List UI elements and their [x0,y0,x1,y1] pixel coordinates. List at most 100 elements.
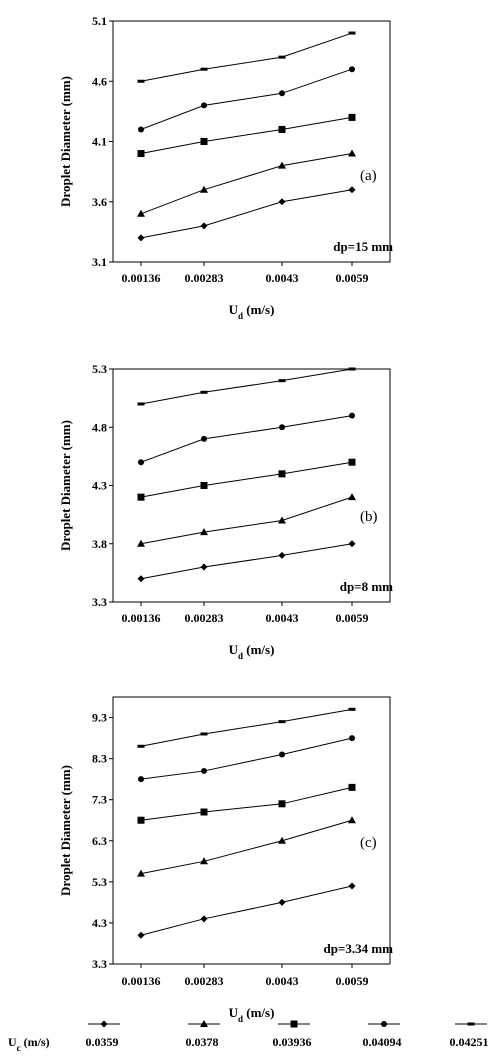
plot-frame [112,368,391,603]
data-point-triangle [278,161,286,169]
panel-label: (c) [360,835,377,851]
series-line-3 [140,786,353,821]
legend-entry-label: 0.03936 [273,1035,312,1049]
legend-marker-bar [467,1022,475,1026]
data-point-diamond [137,234,145,242]
y-tick-label: 5.3 [92,362,107,376]
data-point-triangle [348,816,356,824]
y-tick-label: 9.3 [92,711,107,725]
x-axis-title: Ud (m/s) [229,1005,275,1024]
data-point-triangle [200,528,208,536]
dp-annotation: dp=8 mm [340,579,393,594]
y-tick-label: 3.3 [92,957,107,971]
series-line-5 [140,708,353,747]
y-tick-label: 5.1 [92,14,107,28]
x-tick-label: 0.0043 [266,271,299,285]
data-point-bar [348,31,356,35]
x-tick-label: 0.00136 [122,271,161,285]
y-tick-label: 3.3 [92,595,107,609]
y-tick-label: 3.1 [92,255,107,269]
plot-frame [112,696,391,965]
data-point-bar [137,79,145,83]
legend-marker-square [290,1020,298,1028]
x-tick-label: 0.00283 [185,974,224,988]
y-tick-label: 4.1 [92,135,107,149]
dp-annotation: dp=15 mm [333,239,393,254]
series-line-4 [140,415,353,463]
x-tick-label: 0.00136 [122,611,161,625]
series-line-2 [140,496,353,545]
x-tick-label: 0.0043 [266,611,299,625]
legend-entry-label: 0.04094 [363,1035,402,1049]
data-point-diamond [137,931,145,939]
series-line-1 [140,543,353,580]
legend-entry-label: 0.04251 [450,1035,489,1049]
data-point-square [278,800,286,808]
y-tick-label: 4.3 [92,479,107,493]
data-point-circle [201,435,207,442]
data-point-square [278,470,286,478]
data-point-bar [137,744,145,748]
y-tick-label: 5.3 [92,875,107,889]
dp-annotation: dp=3.34 mm [323,941,393,956]
data-point-square [348,458,356,466]
data-point-diamond [278,551,286,559]
legend-marker-triangle [200,1020,208,1027]
data-point-square [137,816,145,824]
series-line-4 [140,737,353,780]
data-point-triangle [200,185,208,193]
series-line-5 [140,368,353,405]
data-point-circle [349,66,355,73]
data-point-diamond [348,540,356,548]
series-line-4 [140,68,353,130]
chart-panel-2: 3.3 3.8 4.3 4.8 5.3 0.00136 0.00283 0.0043 0.005… [58,362,393,661]
x-tick-label: 0.00136 [122,974,161,988]
data-point-diamond [200,915,208,923]
data-point-circle [201,767,207,774]
x-tick-label: 0.00283 [185,611,224,625]
x-tick-label: 0.0059 [336,974,369,988]
panel-label: (b) [360,509,378,525]
y-tick-label: 4.8 [92,420,107,434]
plot-frame [112,20,391,263]
series-line-3 [140,116,353,155]
data-point-square [200,808,208,816]
x-axis-title: Ud (m/s) [229,302,275,321]
chart-panel-1: 3.1 3.6 4.1 4.6 5.1 0.00136 0.00283 0.0043 0.005… [58,14,393,321]
y-axis-title: Droplet Diameter (mm) [58,765,73,896]
data-point-diamond [200,222,208,230]
data-point-bar [348,707,356,711]
y-axis-title: Droplet Diameter (mm) [58,420,73,551]
y-tick-label: 8.3 [92,752,107,766]
chart-panels: 3.1 3.6 4.1 4.6 5.1 0.00136 0.00283 0.0043 0.005… [58,14,393,1024]
series-line-3 [140,461,353,498]
y-tick-label: 3.8 [92,537,107,551]
x-tick-label: 0.0059 [336,271,369,285]
x-axis-title: Ud (m/s) [229,642,275,661]
panel-label: (a) [360,168,377,184]
data-point-diamond [348,186,356,194]
x-tick-label: 0.0059 [336,611,369,625]
data-point-triangle [348,493,356,501]
data-point-bar [278,55,286,59]
legend-title: Uc (m/s) [8,1035,50,1053]
series-line-5 [140,32,353,82]
legend: Uc (m/s) 0.0359 0.0378 0.03936 0.04094 0.0425… [8,1020,489,1053]
data-point-square [200,138,208,145]
series-line-2 [140,153,353,215]
data-point-circle [279,751,285,758]
data-point-circle [349,735,355,742]
data-point-square [137,493,145,501]
data-point-triangle [137,209,145,217]
series-line-1 [140,189,353,239]
series-line-1 [140,885,353,936]
data-point-triangle [137,869,145,877]
legend-marker-circle [381,1021,387,1027]
y-tick-label: 6.3 [92,834,107,848]
legend-entry-label: 0.0359 [86,1035,119,1049]
data-point-triangle [137,539,145,547]
data-point-bar [137,402,145,406]
data-point-bar [348,367,356,371]
data-point-square [278,125,286,133]
data-point-bar [278,379,286,383]
